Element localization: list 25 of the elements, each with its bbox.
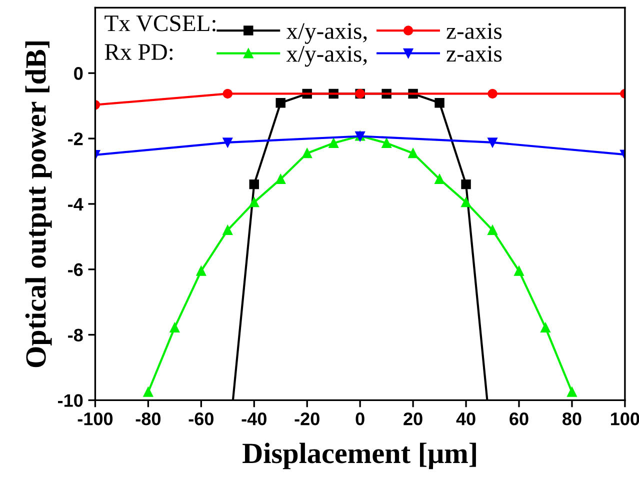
x-tick-label: 0 (356, 412, 364, 426)
legend-label: z-axis (446, 23, 502, 40)
legend-label: z-axis (446, 46, 502, 62)
x-tick-label: 100 (611, 412, 639, 426)
y-tick-label: -6 (68, 263, 83, 276)
x-tick-label: -60 (188, 412, 214, 426)
y-axis-title: Optical output power [dB] (25, 41, 52, 368)
x-tick-label: 80 (562, 412, 582, 426)
legend-label: x/y-axis, (286, 23, 367, 44)
y-tick-label: -10 (58, 394, 83, 407)
legend-label: x/y-axis, (286, 46, 367, 67)
x-tick-label: 60 (510, 412, 528, 426)
x-tick-label: -80 (136, 412, 160, 426)
x-tick-label: -100 (78, 412, 113, 426)
x-tick-label: 40 (456, 412, 476, 426)
annotation: Rx PD: (104, 44, 172, 60)
x-tick-label: 20 (404, 412, 422, 426)
y-tick-label: -4 (68, 198, 84, 210)
annotation: Tx VCSEL: (104, 15, 216, 32)
y-tick-label: -8 (68, 328, 83, 342)
y-tick-label: -2 (68, 132, 83, 146)
x-tick-label: -20 (294, 412, 320, 426)
x-axis-title: Displacement [μm] (242, 442, 476, 470)
x-tick-label: -40 (242, 412, 266, 426)
y-tick-label: 0 (74, 67, 83, 80)
